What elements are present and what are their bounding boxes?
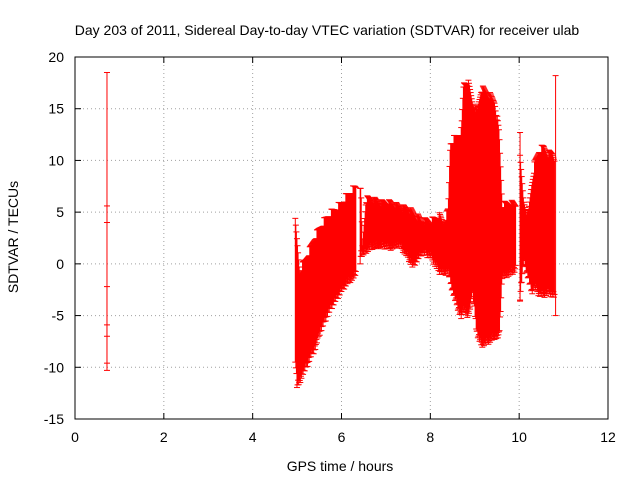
- y-tick-label: 0: [56, 256, 64, 272]
- x-tick-label: 6: [338, 429, 346, 445]
- x-tick-label: 4: [249, 429, 257, 445]
- x-tick-label: 12: [600, 429, 616, 445]
- y-tick-label: -5: [52, 308, 65, 324]
- chart-title: Day 203 of 2011, Sidereal Day-to-day VTE…: [75, 22, 580, 38]
- sdtvar-series: [103, 72, 559, 389]
- y-tick-label: 10: [48, 152, 64, 168]
- y-axis-title: SDTVAR / TECUs: [5, 181, 21, 293]
- axis-ticks: [74, 56, 609, 420]
- y-tick-label: -10: [44, 359, 64, 375]
- y-tick-label: -15: [44, 411, 64, 427]
- y-tick-label: 5: [56, 204, 64, 220]
- chart-gridlines: [75, 57, 608, 419]
- x-tick-label: 8: [426, 429, 434, 445]
- y-tick-label: 20: [48, 49, 64, 65]
- x-axis-title: GPS time / hours: [287, 458, 394, 474]
- x-tick-label: 10: [511, 429, 527, 445]
- y-tick-label: 15: [48, 101, 64, 117]
- x-tick-label: 0: [71, 429, 79, 445]
- x-tick-label: 2: [160, 429, 168, 445]
